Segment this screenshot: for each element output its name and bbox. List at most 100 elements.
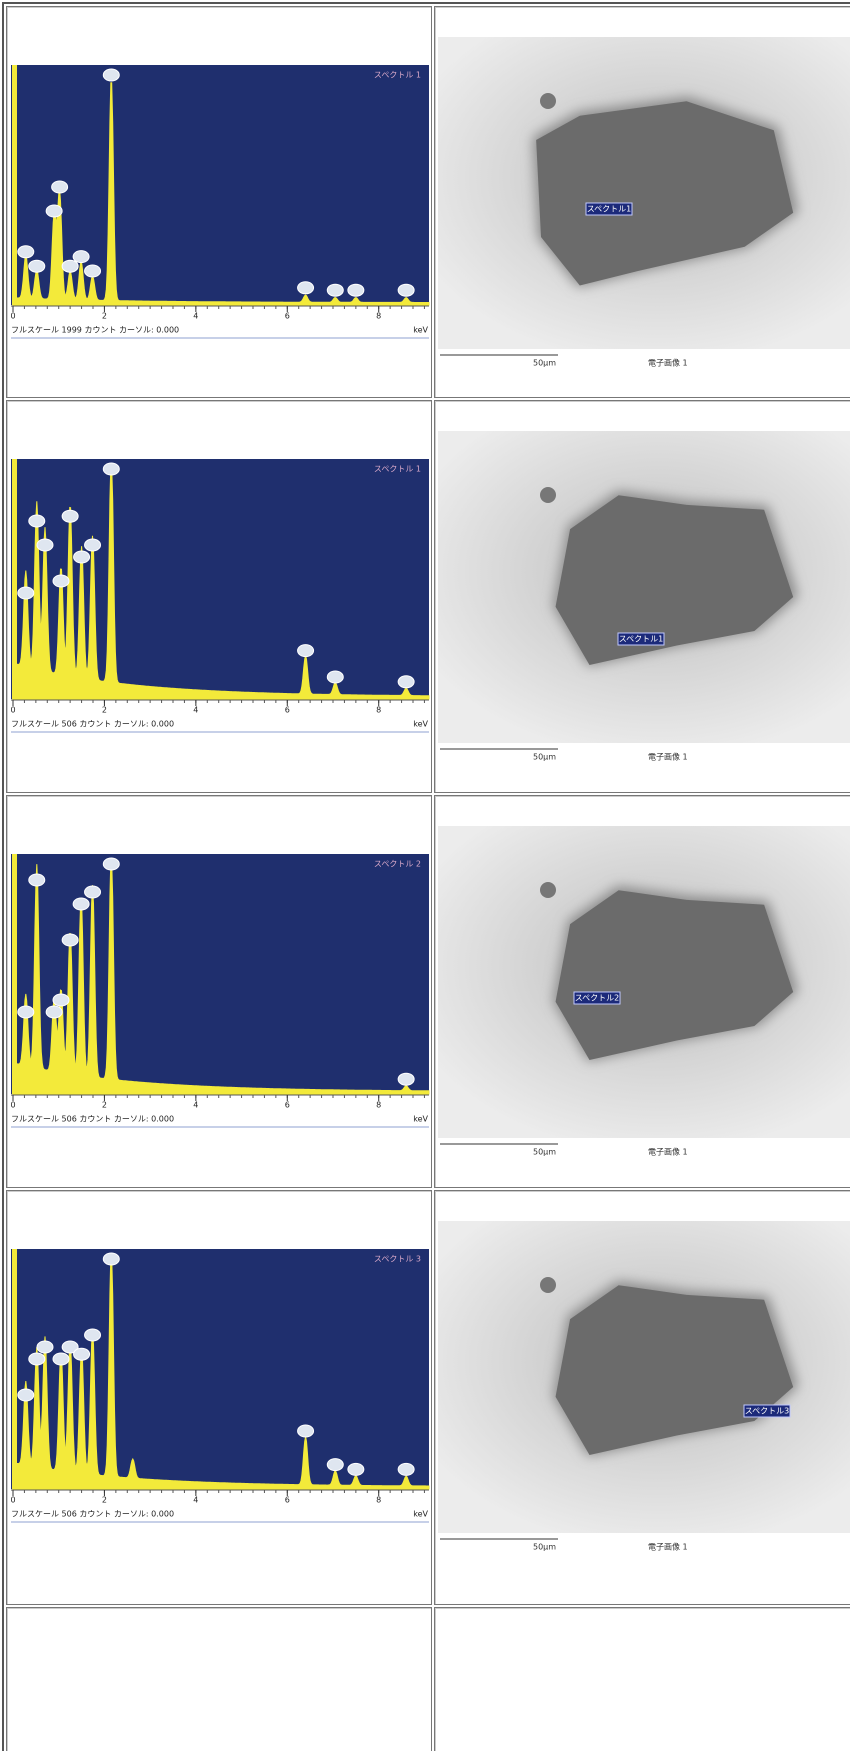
x-tick-label: 0: [11, 1496, 16, 1505]
speck: [540, 487, 556, 503]
scale-bar-label: 50μm: [533, 359, 556, 368]
peak-marker: [28, 1352, 46, 1366]
empty-cell: [434, 1607, 850, 1751]
image-cell: スペクトル1 50μm 電子画像 1: [434, 6, 850, 398]
peak-marker: [326, 1458, 344, 1472]
x-tick-label: 2: [102, 1496, 107, 1505]
x-tick-label: 0: [11, 312, 16, 321]
peak-marker: [72, 250, 90, 264]
image-caption: 電子画像 1: [648, 1147, 688, 1157]
peak-marker: [73, 1347, 91, 1361]
full-scale-label: フルスケール 506 カウント カーソル: 0.000: [11, 1510, 174, 1519]
sem-image: スペクトル1 50μm 電子画像 1: [438, 37, 850, 377]
x-tick-label: 4: [193, 1496, 198, 1505]
image-footer: [438, 1138, 850, 1166]
peak-marker: [17, 1388, 35, 1402]
full-scale-label: フルスケール 1999 カウント カーソル: 0.000: [11, 326, 179, 335]
peak-marker: [52, 993, 70, 1007]
spectrum-cell: スペクトル 1 0 2 4 6 8 フルスケール 506 カウント カーソル: 0.000 k…: [6, 400, 432, 793]
spot-label: スペクトル2: [575, 994, 620, 1003]
particle: [555, 495, 794, 665]
peak-marker: [51, 180, 69, 194]
image-footer: [438, 743, 850, 771]
peak-marker: [102, 1252, 120, 1266]
peak-marker: [17, 586, 35, 600]
unit-label: keV: [413, 1115, 428, 1124]
x-tick-label: 6: [285, 1496, 290, 1505]
peak-marker: [36, 1340, 54, 1354]
image-cell: スペクトル2 50μm 電子画像 1: [434, 795, 850, 1188]
spectrum-chart: スペクトル 1 0 2 4 6 8 フルスケール 506 カウント カーソル: 0.000 k…: [11, 459, 430, 733]
peak-marker: [397, 283, 415, 297]
x-tick-label: 6: [285, 1101, 290, 1110]
peak-marker: [102, 462, 120, 476]
image-footer: [438, 1533, 850, 1561]
x-tick-label: 2: [102, 1101, 107, 1110]
speck: [540, 882, 556, 898]
unit-label: keV: [413, 720, 428, 729]
peak-marker: [326, 670, 344, 684]
image-caption: 電子画像 1: [648, 752, 688, 762]
speck: [540, 1277, 556, 1293]
peak-marker: [397, 1072, 415, 1086]
peak-marker: [52, 574, 70, 588]
spot-label: スペクトル1: [587, 205, 632, 214]
peak-marker: [84, 885, 102, 899]
image-cell: スペクトル1 50μm 電子画像 1: [434, 400, 850, 793]
x-tick-label: 0: [11, 1101, 16, 1110]
spectrum-title: スペクトル 1: [374, 465, 421, 474]
spectrum-chart: スペクトル 3 0 2 4 6 8 フルスケール 506 カウント カーソル: 0.000 k…: [11, 1249, 430, 1523]
spot-label: スペクトル3: [745, 1407, 790, 1416]
spectrum-cell: スペクトル 2 0 2 4 6 8 フルスケール 506 カウント カーソル: 0.000 k…: [6, 795, 432, 1188]
peak-marker: [45, 1005, 63, 1019]
scale-bar-label: 50μm: [533, 1148, 556, 1157]
spectrum-title: スペクトル 1: [374, 71, 421, 80]
image-footer: [438, 349, 850, 377]
peak-marker: [61, 1340, 79, 1354]
x-tick-label: 2: [102, 312, 107, 321]
spectrum-trace: [12, 860, 430, 1095]
unit-label: keV: [413, 326, 428, 335]
x-tick-label: 0: [11, 706, 16, 715]
image-cell: スペクトル3 50μm 電子画像 1: [434, 1190, 850, 1605]
spot-label-box: [585, 202, 633, 216]
zero-peak: [12, 65, 17, 305]
spot-label-box: [743, 1404, 791, 1418]
spectrum-trace: [12, 82, 430, 306]
empty-cell: [6, 1607, 432, 1751]
peak-marker: [397, 1462, 415, 1476]
peak-marker: [347, 283, 365, 297]
peak-marker: [61, 259, 79, 273]
zero-peak: [12, 854, 17, 1094]
peak-marker: [28, 514, 46, 528]
peak-marker: [17, 1005, 35, 1019]
x-tick-label: 8: [376, 1101, 381, 1110]
peak-marker: [36, 538, 54, 552]
peak-marker: [84, 264, 102, 278]
peak-marker: [102, 68, 120, 82]
peak-marker: [72, 897, 90, 911]
peak-marker: [347, 1462, 365, 1476]
x-tick-label: 2: [102, 706, 107, 715]
peak-marker: [84, 1328, 102, 1342]
zero-peak: [12, 459, 17, 699]
peak-marker: [28, 259, 46, 273]
spectrum-chart: スペクトル 2 0 2 4 6 8 フルスケール 506 カウント カーソル: 0.000 k…: [11, 854, 430, 1128]
peak-marker: [297, 281, 315, 295]
peak-marker: [28, 873, 46, 887]
x-tick-label: 4: [193, 312, 198, 321]
x-tick-label: 8: [376, 1496, 381, 1505]
spectrum-title: スペクトル 2: [374, 860, 421, 869]
speck: [540, 93, 556, 109]
peak-marker: [84, 538, 102, 552]
zero-peak: [12, 1249, 17, 1489]
full-scale-label: フルスケール 506 カウント カーソル: 0.000: [11, 720, 174, 729]
peak-marker: [61, 509, 79, 523]
peak-marker: [73, 550, 91, 564]
peak-marker: [52, 1352, 70, 1366]
scale-bar-label: 50μm: [533, 753, 556, 762]
image-caption: 電子画像 1: [648, 1542, 688, 1552]
x-tick-label: 6: [285, 706, 290, 715]
